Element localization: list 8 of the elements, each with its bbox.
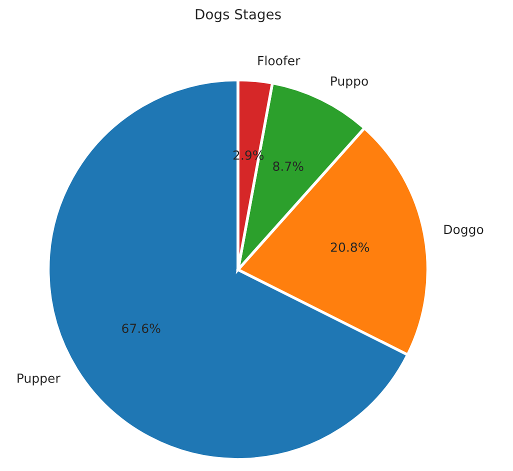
data-label: 8.7%: [273, 162, 304, 171]
data-label: 20.8%: [330, 242, 370, 252]
slice-label: Floofer: [258, 56, 300, 66]
chart-title: Dogs Stages: [196, 8, 281, 22]
slice-label: Pupper: [18, 374, 60, 386]
slice-label: Doggo: [444, 224, 484, 237]
slice-label: Puppo: [331, 76, 368, 88]
data-label: 67.6%: [122, 324, 160, 334]
